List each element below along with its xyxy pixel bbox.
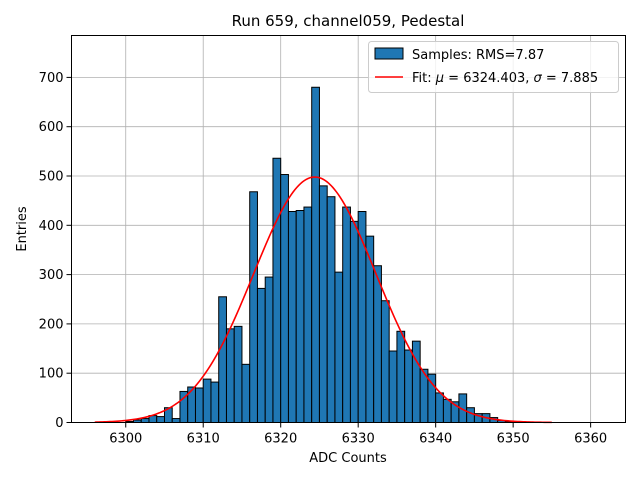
gaussian-fit-line <box>94 176 552 424</box>
histogram-bar <box>466 407 475 424</box>
x-tick-label: 6310 <box>187 432 220 447</box>
y-tick-label: 500 <box>39 170 64 185</box>
legend-label-samples: Samples: RMS=7.87 <box>412 48 544 63</box>
x-tick-label: 6350 <box>497 432 530 447</box>
x-axis-label: ADC Counts <box>309 451 387 466</box>
histogram-bar <box>357 210 367 423</box>
legend-swatch-samples <box>374 47 404 60</box>
plot-frame <box>71 35 626 423</box>
legend-fit-mu-symbol: μ <box>435 71 444 86</box>
histogram-bar <box>326 196 336 423</box>
histogram-bar <box>388 350 398 424</box>
histogram-bar <box>241 363 251 423</box>
x-tick-label: 6320 <box>264 432 297 447</box>
histogram-bar <box>194 387 204 424</box>
y-tick-label: 700 <box>39 71 64 86</box>
histogram-bar <box>373 265 382 423</box>
histogram-bar <box>311 86 320 423</box>
histogram-bar <box>380 300 390 423</box>
histogram-bar <box>256 287 266 423</box>
histogram-bar <box>233 325 243 423</box>
histogram-bar <box>427 373 437 423</box>
histogram-bar <box>295 210 305 423</box>
histogram-bar <box>171 418 181 424</box>
histogram-bar <box>287 210 297 423</box>
chart-title: Run 659, channel059, Pedestal <box>232 12 465 30</box>
y-axis-label: Entries <box>15 206 30 252</box>
histogram-bar <box>272 157 282 424</box>
histogram-bar <box>396 330 406 423</box>
y-tick-label: 600 <box>39 120 64 135</box>
legend: Samples: RMS=7.87 Fit: μ = 6324.403, σ =… <box>368 41 619 93</box>
y-tick-label: 200 <box>39 317 64 332</box>
histogram-bar <box>264 276 274 423</box>
histogram-bar <box>334 271 344 423</box>
histogram-bar <box>411 340 421 423</box>
legend-box <box>368 41 619 93</box>
histogram-bar <box>442 398 452 423</box>
histogram-bar <box>156 416 165 423</box>
x-tick-label: 6300 <box>109 432 142 447</box>
y-tick-label: 100 <box>39 367 64 382</box>
y-tick-label: 300 <box>39 268 64 283</box>
histogram-bar <box>249 191 258 423</box>
y-axis-ticks: 0 100 200 300 400 500 600 700 <box>39 71 72 431</box>
histogram-bars <box>125 86 522 424</box>
legend-fit-sigma-symbol: σ <box>534 71 543 86</box>
histogram-bar <box>342 206 351 423</box>
histogram-bar <box>202 378 212 423</box>
histogram-bar <box>349 220 359 423</box>
histogram-bar <box>218 296 227 423</box>
legend-fit-sigma-value: = 7.885 <box>542 71 598 86</box>
x-tick-label: 6330 <box>342 432 375 447</box>
histogram-bar <box>404 349 413 423</box>
legend-fit-prefix: Fit: <box>412 71 436 86</box>
histogram-bar <box>210 381 220 423</box>
legend-label-fit: Fit: μ = 6324.403, σ = 7.885 <box>412 71 598 86</box>
histogram-bar <box>318 185 328 423</box>
x-tick-label: 6360 <box>574 432 607 447</box>
x-tick-label: 6340 <box>419 432 452 447</box>
histogram-bar <box>435 392 444 423</box>
y-tick-label: 0 <box>55 416 63 431</box>
histogram-bar <box>225 328 235 423</box>
histogram-bar <box>303 206 313 423</box>
histogram-bar <box>140 418 150 424</box>
legend-fit-mu-value: = 6324.403, <box>444 71 533 86</box>
x-axis-ticks: 6300 6310 6320 6330 6340 6350 6360 <box>109 422 607 447</box>
y-tick-label: 400 <box>39 219 64 234</box>
